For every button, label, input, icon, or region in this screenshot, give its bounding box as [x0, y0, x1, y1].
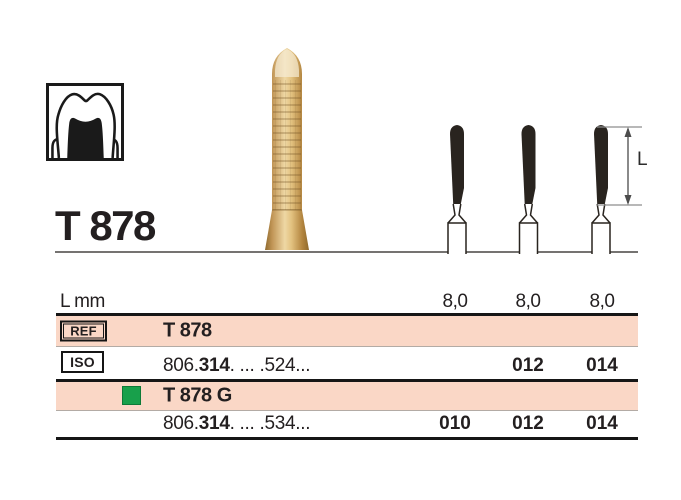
- bur-figure-2: [518, 125, 539, 254]
- iso-code-1: 806.314. ... .524...: [163, 355, 311, 377]
- length-row-label: L mm: [60, 291, 105, 312]
- iso-row-2: 806.314. ... .534... 010 012 014: [56, 411, 638, 437]
- length-dimension-marker: [597, 126, 642, 206]
- table-border-top: [56, 313, 638, 316]
- size-cell: 012: [512, 413, 544, 434]
- diamond-bur-photo: [265, 48, 309, 250]
- iso-badge: ISO: [61, 351, 104, 373]
- ref-badge-label: REF: [63, 323, 104, 339]
- size-cell: 014: [586, 355, 618, 376]
- length-value-2: 8,0: [515, 291, 541, 312]
- iso-code-prefix: 806.: [163, 413, 199, 434]
- table-border-bottom: [56, 437, 638, 440]
- table-divider-thick: [56, 379, 638, 382]
- ref-g-row: T 878 G: [56, 382, 638, 410]
- molar-crown-icon-drawing: [51, 92, 119, 159]
- size-cell: 010: [439, 413, 471, 434]
- iso-code-2: 806.314. ... .534...: [163, 413, 311, 435]
- iso-row-1: ISO 806.314. ... .524... 012 014: [56, 347, 638, 379]
- spec-table: REF T 878 ISO 806.314. ... .524... 012 0…: [56, 313, 638, 440]
- ref-g-product-name: T 878 G: [163, 384, 232, 407]
- iso-code-bold: 314: [198, 413, 230, 434]
- length-dimension-label: L: [637, 149, 648, 170]
- size-cell: 012: [512, 355, 544, 376]
- ref-product-name: T 878: [163, 319, 212, 342]
- iso-code-bold: 314: [198, 355, 230, 376]
- iso-code-mid: . ... .: [229, 355, 265, 376]
- product-title: T 878: [55, 202, 156, 249]
- iso-code-tail: 534: [264, 413, 296, 434]
- length-value-1: 8,0: [442, 291, 468, 312]
- iso-code-tail: 524: [264, 355, 296, 376]
- ref-badge: REF: [60, 320, 107, 342]
- table-divider: [56, 410, 638, 411]
- ref-row: REF T 878: [56, 316, 638, 346]
- size-cell: 014: [586, 413, 618, 434]
- length-value-3: 8,0: [589, 291, 615, 312]
- bur-figure-1: [447, 125, 467, 254]
- iso-code-suffix: ...: [295, 355, 311, 376]
- iso-code-mid: . ... .: [229, 413, 265, 434]
- baseline-rule: [55, 251, 638, 253]
- iso-code-prefix: 806.: [163, 355, 199, 376]
- grit-marker-green: [122, 386, 141, 405]
- bur-outline-drawings: [447, 125, 642, 254]
- iso-code-suffix: ...: [295, 413, 311, 434]
- bur-figure-3: [591, 125, 611, 254]
- molar-crown-icon: [46, 83, 124, 161]
- table-divider: [56, 346, 638, 347]
